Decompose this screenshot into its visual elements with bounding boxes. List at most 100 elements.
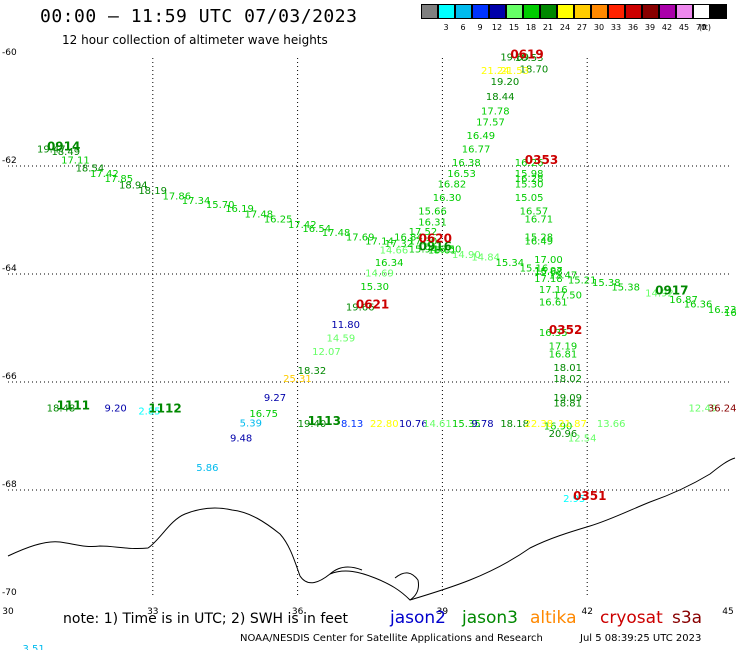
swh-value: 17.50 (553, 290, 582, 301)
swh-value: 17.19 (549, 342, 578, 353)
swh-value: 16.77 (462, 145, 491, 156)
x-tick-label: 45 (722, 607, 733, 617)
color-swatch-label: 39 (644, 23, 656, 32)
swh-value: 16.54 (302, 224, 331, 235)
swh-value: 22.38 (524, 419, 553, 430)
pass-time-label: 0916 (419, 239, 452, 253)
pass-time-label: 0621 (356, 298, 389, 312)
swh-value: 16.25 (264, 215, 293, 226)
color-swatch-label: 42 (661, 23, 673, 32)
swh-value: 12.49 (689, 404, 718, 415)
swh-value: 12.07 (312, 347, 341, 358)
swh-value: 14.59 (327, 334, 356, 345)
pass-time-label: 0351 (573, 489, 606, 503)
swh-value: 16.28 (515, 174, 544, 185)
swh-value: 19.09 (553, 393, 582, 404)
y-tick-label: -66 (2, 372, 17, 382)
swh-value: 16.61 (539, 297, 568, 308)
legend-s3a: s3a (672, 608, 703, 628)
x-tick-label: 39 (437, 607, 449, 617)
color-swatch-label: 3 (443, 23, 449, 32)
y-tick-label: -68 (2, 480, 17, 490)
swh-value: 15.38 (592, 278, 621, 289)
legend-jason3: jason3 (462, 608, 518, 628)
y-tick-label: -62 (2, 156, 17, 166)
x-tick-label: 30 (2, 607, 14, 617)
swh-value: 3.51 (22, 644, 44, 650)
swh-value: 18.54 (76, 163, 105, 174)
color-scale-unit: (ft) (698, 23, 712, 32)
y-tick-label: -60 (2, 48, 17, 58)
swh-value: 15.68 (534, 267, 563, 278)
swh-value: 16.53 (447, 169, 476, 180)
swh-value: 17.69 (346, 233, 375, 244)
track-0916: 15.9415.6114.9014.8415.3415.1615.6815.47… (409, 239, 640, 293)
swh-value: 17.00 (534, 255, 563, 266)
swh-value: 18.81 (553, 398, 582, 409)
swh-value: 18.02 (553, 374, 582, 385)
x-tick-label: 42 (581, 607, 592, 617)
swh-value: 17.52 (409, 227, 438, 238)
swh-value: 16 (724, 308, 737, 319)
pass-time-label: 0353 (525, 153, 558, 167)
swh-value: 15.16 (520, 263, 549, 274)
swh-value: 17.48 (322, 228, 351, 239)
swh-value: 14.92 (645, 289, 674, 300)
pass-time-label: 0620 (419, 231, 452, 245)
color-swatch (506, 4, 523, 19)
color-swatch (659, 4, 676, 19)
swh-value: 18.01 (553, 363, 582, 374)
y-tick-label: -70 (2, 588, 17, 598)
swh-value: 17.78 (481, 107, 510, 118)
swh-value: 17.48 (245, 209, 274, 220)
color-swatch (574, 4, 591, 19)
swh-value: 21.53 (500, 66, 529, 77)
chart-subtitle: 12 hour collection of altimeter wave hei… (62, 33, 328, 47)
swh-value: 16.71 (524, 215, 553, 226)
coastline-inlet (329, 566, 419, 601)
swh-value: 15.98 (515, 169, 544, 180)
swh-value: 9.27 (264, 393, 286, 404)
swh-value: 15.94 (409, 244, 438, 255)
swh-value: 8.13 (341, 419, 363, 430)
swh-value: 19.89 (500, 53, 529, 64)
swh-value: 16.35 (539, 328, 568, 339)
color-swatch (608, 4, 625, 19)
pass-time-label: 1112 (148, 401, 181, 415)
color-swatch-label: 12 (491, 23, 503, 32)
swh-value: 15.30 (360, 282, 389, 293)
color-swatch (489, 4, 506, 19)
swh-value: 14.66 (380, 245, 409, 256)
swh-value: 17.86 (162, 191, 191, 202)
swh-value: 25.31 (283, 374, 312, 385)
swh-value: 2.85 (138, 406, 160, 417)
x-tick-label: 36 (292, 607, 304, 617)
color-swatch-label: 21 (542, 23, 554, 32)
track-0914: 19.4718.4917.1118.5417.4217.8518.9418.19… (37, 140, 413, 251)
color-swatch-label: 6 (460, 23, 466, 32)
swh-value: 21.24 (481, 66, 510, 77)
swh-value: 18.53 (515, 53, 544, 64)
swh-value: 22.80 (370, 419, 399, 430)
swh-value: 21.87 (558, 419, 587, 430)
swh-value: 11.80 (331, 320, 360, 331)
color-swatch-label: 24 (559, 23, 571, 32)
swh-value: 18.94 (119, 181, 148, 192)
axis-tick-labels: 30 33 36 39 42 45 -60 -62 -64 -66 -68 -70 (2, 48, 734, 617)
color-swatch-label: 15 (508, 23, 520, 32)
color-swatch (693, 4, 710, 19)
swh-value: 15.05 (515, 193, 544, 204)
swh-value: 17.57 (476, 118, 505, 129)
swh-value: 17.30 (409, 236, 438, 247)
swh-value: 12.54 (568, 433, 597, 444)
pass-time-label: 0619 (510, 48, 543, 62)
swh-value: 14.69 (365, 269, 394, 280)
swh-value: 16.75 (249, 409, 278, 420)
color-swatch-label: 27 (576, 23, 588, 32)
swh-value: 15.35 (452, 419, 481, 430)
